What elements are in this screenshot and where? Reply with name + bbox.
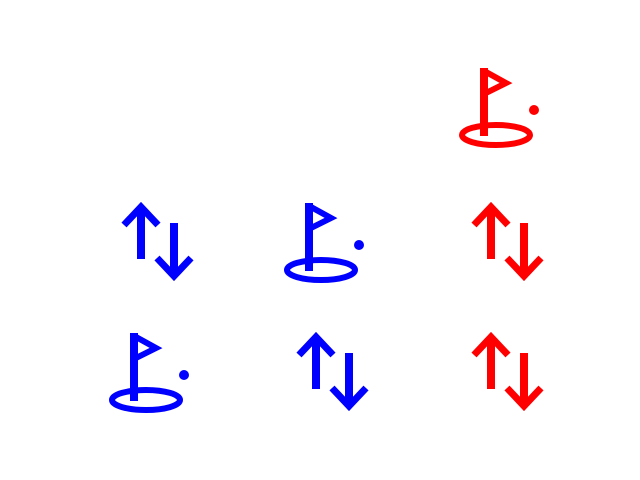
golf-flag-icon [106,325,196,415]
board-cell[interactable] [106,195,196,285]
swap-vertical-arrows-icon [456,325,546,415]
swap-vertical-arrows-icon [456,195,546,285]
golf-flag-icon [456,60,546,150]
board-cell[interactable] [456,195,546,285]
board-cell[interactable] [456,325,546,415]
board-cell[interactable] [281,325,371,415]
golf-flag-icon [281,195,371,285]
board-cell[interactable] [281,195,371,285]
swap-vertical-arrows-icon [106,195,196,285]
board-cell[interactable] [456,60,546,150]
board-cell[interactable] [281,60,371,150]
board-cell[interactable] [106,60,196,150]
board-cell[interactable] [106,325,196,415]
swap-vertical-arrows-icon [281,325,371,415]
